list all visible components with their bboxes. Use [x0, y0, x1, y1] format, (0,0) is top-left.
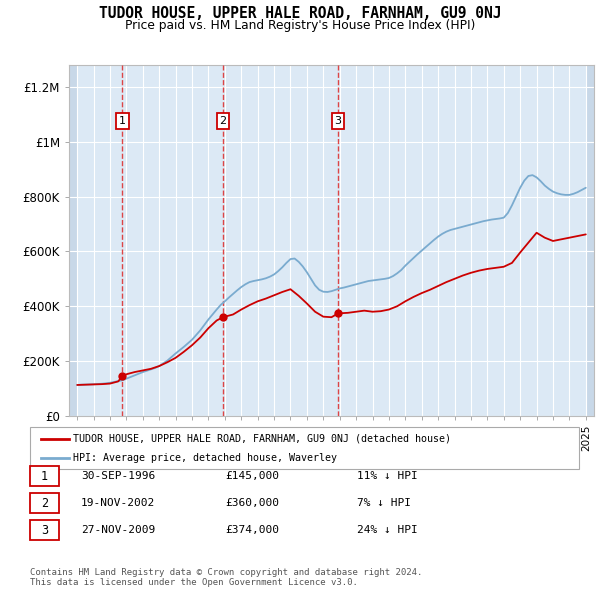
Text: £145,000: £145,000	[225, 471, 279, 481]
Text: 2: 2	[41, 497, 48, 510]
Text: HPI: Average price, detached house, Waverley: HPI: Average price, detached house, Wave…	[73, 454, 337, 463]
Bar	[586, 65, 594, 416]
Text: Contains HM Land Registry data © Crown copyright and database right 2024.
This d: Contains HM Land Registry data © Crown c…	[30, 568, 422, 587]
Text: 1: 1	[119, 116, 126, 126]
Text: £360,000: £360,000	[225, 499, 279, 508]
Text: £374,000: £374,000	[225, 526, 279, 535]
Text: 27-NOV-2009: 27-NOV-2009	[81, 526, 155, 535]
Text: 1: 1	[41, 470, 48, 483]
Text: 3: 3	[335, 116, 341, 126]
Text: 2: 2	[220, 116, 226, 126]
Bar	[69, 65, 77, 416]
Text: TUDOR HOUSE, UPPER HALE ROAD, FARNHAM, GU9 0NJ: TUDOR HOUSE, UPPER HALE ROAD, FARNHAM, G…	[99, 6, 501, 21]
Text: TUDOR HOUSE, UPPER HALE ROAD, FARNHAM, GU9 0NJ (detached house): TUDOR HOUSE, UPPER HALE ROAD, FARNHAM, G…	[73, 434, 451, 444]
Text: 24% ↓ HPI: 24% ↓ HPI	[357, 526, 418, 535]
Text: 11% ↓ HPI: 11% ↓ HPI	[357, 471, 418, 481]
Text: 7% ↓ HPI: 7% ↓ HPI	[357, 499, 411, 508]
Text: 30-SEP-1996: 30-SEP-1996	[81, 471, 155, 481]
Text: Price paid vs. HM Land Registry's House Price Index (HPI): Price paid vs. HM Land Registry's House …	[125, 19, 475, 32]
Text: 19-NOV-2002: 19-NOV-2002	[81, 499, 155, 508]
Text: 3: 3	[41, 524, 48, 537]
